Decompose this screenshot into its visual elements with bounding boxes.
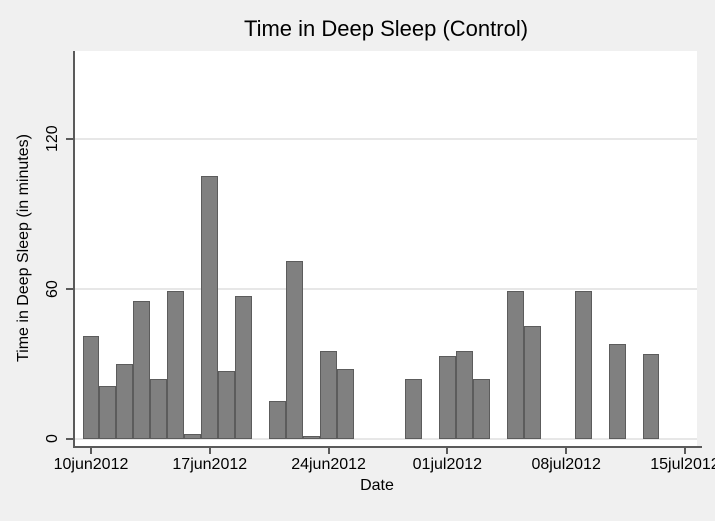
x-tick-10jun2012 <box>90 448 92 454</box>
bar-19jun2012 <box>235 296 253 439</box>
bar-01jul2012 <box>438 356 456 439</box>
bar-03jul2012 <box>472 378 490 439</box>
bar-21jun2012 <box>269 401 287 439</box>
bar-13jul2012 <box>642 353 660 439</box>
bar-11jun2012 <box>99 386 117 439</box>
gridline-y-0 <box>75 437 697 440</box>
bar-05jul2012 <box>506 291 524 439</box>
bar-11jul2012 <box>608 343 626 439</box>
y-tick-60 <box>66 287 73 290</box>
bar-22jun2012 <box>286 261 304 439</box>
bar-29jun2012 <box>404 378 422 439</box>
x-tick-24jun2012 <box>327 448 330 454</box>
x-tick-15jul2012 <box>683 448 686 454</box>
chart-title: Time in Deep Sleep (Control) <box>243 16 529 41</box>
bar-24jun2012 <box>320 351 338 439</box>
bar-02jul2012 <box>455 351 473 439</box>
x-tick-label-24jun2012: 24jun2012 <box>291 456 366 473</box>
x-tick-label-01jul2012: 01jul2012 <box>412 456 483 473</box>
x-axis-title: Date <box>360 477 394 494</box>
bar-14jun2012 <box>150 378 168 439</box>
bar-06jul2012 <box>523 326 541 439</box>
bar-13jun2012 <box>133 301 151 439</box>
x-tick-label-17jun2012: 17jun2012 <box>172 456 248 473</box>
y-tick-label-60: 60 <box>44 279 61 298</box>
y-axis-line <box>73 51 75 448</box>
bar-23jun2012 <box>303 436 321 439</box>
y-tick-0 <box>66 437 73 440</box>
bar-16jun2012 <box>184 433 202 439</box>
x-tick-01jul2012 <box>446 448 449 454</box>
x-tick-label-15jul2012: 15jul2012 <box>650 456 715 473</box>
bar-18jun2012 <box>218 371 236 439</box>
bar-10jun2012 <box>82 336 100 439</box>
y-axis-title: Time in Deep Sleep (in minutes) <box>15 134 32 363</box>
y-tick-label-120: 120 <box>44 125 61 152</box>
x-axis-line <box>73 446 702 448</box>
gridline-y-120 <box>75 137 697 140</box>
bar-12jun2012 <box>116 363 134 439</box>
x-tick-17jun2012 <box>208 448 211 454</box>
x-tick-label-08jul2012: 08jul2012 <box>531 456 601 473</box>
x-tick-label-10jun2012: 10jun2012 <box>53 456 129 473</box>
bar-09jul2012 <box>574 291 592 439</box>
gridline-y-60 <box>75 287 697 290</box>
x-tick-08jul2012 <box>565 448 568 454</box>
bar-15jun2012 <box>167 291 185 439</box>
bar-17jun2012 <box>201 176 219 439</box>
plot-area <box>75 51 697 446</box>
bar-25jun2012 <box>337 368 355 439</box>
y-tick-120 <box>66 137 73 140</box>
